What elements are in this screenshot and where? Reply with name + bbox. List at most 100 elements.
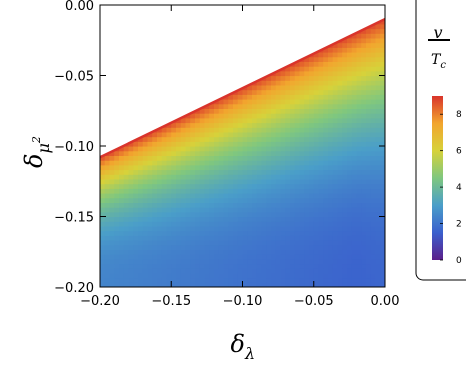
heatmap-cell: [123, 122, 130, 128]
heatmap-cell: [347, 244, 353, 250]
heatmap-cell: [280, 183, 286, 189]
heatmap-cell: [237, 263, 244, 269]
heatmap-cell: [185, 66, 191, 72]
heatmap-cell: [209, 211, 215, 218]
heatmap-cell: [199, 197, 206, 203]
heatmap-cell: [304, 141, 310, 147]
heatmap-cell: [199, 174, 206, 180]
heatmap-cell: [366, 28, 372, 34]
heatmap-cell: [209, 141, 215, 147]
heatmap-cell: [147, 136, 153, 142]
heatmap-cell: [228, 56, 234, 62]
heatmap-cell: [237, 28, 244, 34]
heatmap-cell: [214, 178, 220, 185]
heatmap-cell: [147, 103, 153, 109]
heatmap-cell: [119, 277, 125, 283]
heatmap-cell: [176, 19, 182, 25]
heatmap-cell: [185, 103, 191, 109]
heatmap-cell: [309, 169, 315, 175]
heatmap-cell: [147, 235, 153, 241]
heatmap-cell: [147, 84, 153, 91]
heatmap-cell: [309, 211, 315, 218]
heatmap-cell: [109, 178, 115, 185]
heatmap-cell: [332, 150, 339, 156]
heatmap-cell: [180, 277, 187, 283]
heatmap-cell: [228, 70, 234, 77]
heatmap-cell: [195, 52, 201, 58]
heatmap-cell: [171, 127, 177, 133]
heatmap-cell: [123, 61, 130, 67]
heatmap-cell: [351, 225, 358, 232]
heatmap-cell: [261, 268, 267, 274]
heatmap-cell: [351, 211, 358, 218]
heatmap-cell: [233, 249, 239, 255]
heatmap-cell: [185, 254, 191, 260]
heatmap-cell: [228, 108, 234, 114]
heatmap-cell: [218, 42, 225, 48]
heatmap-cell: [261, 70, 267, 77]
heatmap-cell: [161, 103, 168, 109]
heatmap-cell: [157, 240, 163, 246]
heatmap-cell: [347, 202, 353, 208]
heatmap-cell: [275, 258, 282, 265]
heatmap-cell: [133, 263, 139, 269]
heatmap-cell: [242, 23, 248, 30]
heatmap-cell: [290, 164, 296, 171]
heatmap-cell: [209, 94, 215, 100]
heatmap-cell: [138, 99, 144, 105]
heatmap-cell: [309, 225, 315, 232]
heatmap-cell: [275, 52, 282, 58]
heatmap-cell: [328, 155, 334, 161]
heatmap-cell: [337, 188, 343, 194]
heatmap-cell: [280, 207, 286, 213]
heatmap-cell: [380, 272, 385, 279]
heatmap-cell: [185, 178, 191, 185]
heatmap-cell: [247, 141, 253, 147]
heatmap-cell: [204, 178, 210, 185]
heatmap-cell: [332, 221, 339, 227]
heatmap-cell: [104, 221, 111, 227]
heatmap-cell: [157, 258, 163, 265]
heatmap-cell: [318, 75, 324, 81]
heatmap-cell: [237, 240, 244, 246]
heatmap-cell: [180, 47, 187, 53]
heatmap-cell: [152, 108, 158, 114]
heatmap-cell: [280, 127, 286, 133]
heatmap-cell: [152, 282, 158, 287]
heatmap-cell: [100, 169, 106, 175]
heatmap-cell: [157, 56, 163, 62]
heatmap-cell: [242, 160, 248, 166]
heatmap-cell: [309, 164, 315, 171]
heatmap-cell: [166, 52, 172, 58]
heatmap-cell: [237, 235, 244, 241]
heatmap-cell: [332, 70, 339, 77]
heatmap-cell: [157, 282, 163, 287]
heatmap-cell: [147, 99, 153, 105]
heatmap-cell: [223, 75, 229, 81]
heatmap-cell: [266, 254, 272, 260]
heatmap-cell: [332, 42, 339, 48]
heatmap-cell: [138, 19, 144, 20]
heatmap-cell: [204, 94, 210, 100]
heatmap-cell: [176, 225, 182, 232]
heatmap-cell: [247, 47, 253, 53]
heatmap-cell: [375, 225, 381, 232]
heatmap-cell: [190, 164, 196, 171]
heatmap-cell: [104, 37, 111, 44]
heatmap-cell: [299, 272, 305, 279]
heatmap-cell: [328, 197, 334, 203]
heatmap-cell: [237, 70, 244, 77]
heatmap-cell: [366, 136, 372, 142]
heatmap-cell: [256, 155, 263, 161]
heatmap-cell: [366, 254, 372, 260]
heatmap-cell: [347, 188, 353, 194]
heatmap-cell: [147, 75, 153, 81]
heatmap-cell: [328, 33, 334, 39]
heatmap-cell: [223, 183, 229, 189]
heatmap-cell: [351, 174, 358, 180]
heatmap-cell: [166, 61, 172, 67]
heatmap-cell: [233, 19, 239, 20]
heatmap-cell: [351, 178, 358, 185]
heatmap-cell: [190, 56, 196, 62]
heatmap-cell: [109, 28, 115, 34]
